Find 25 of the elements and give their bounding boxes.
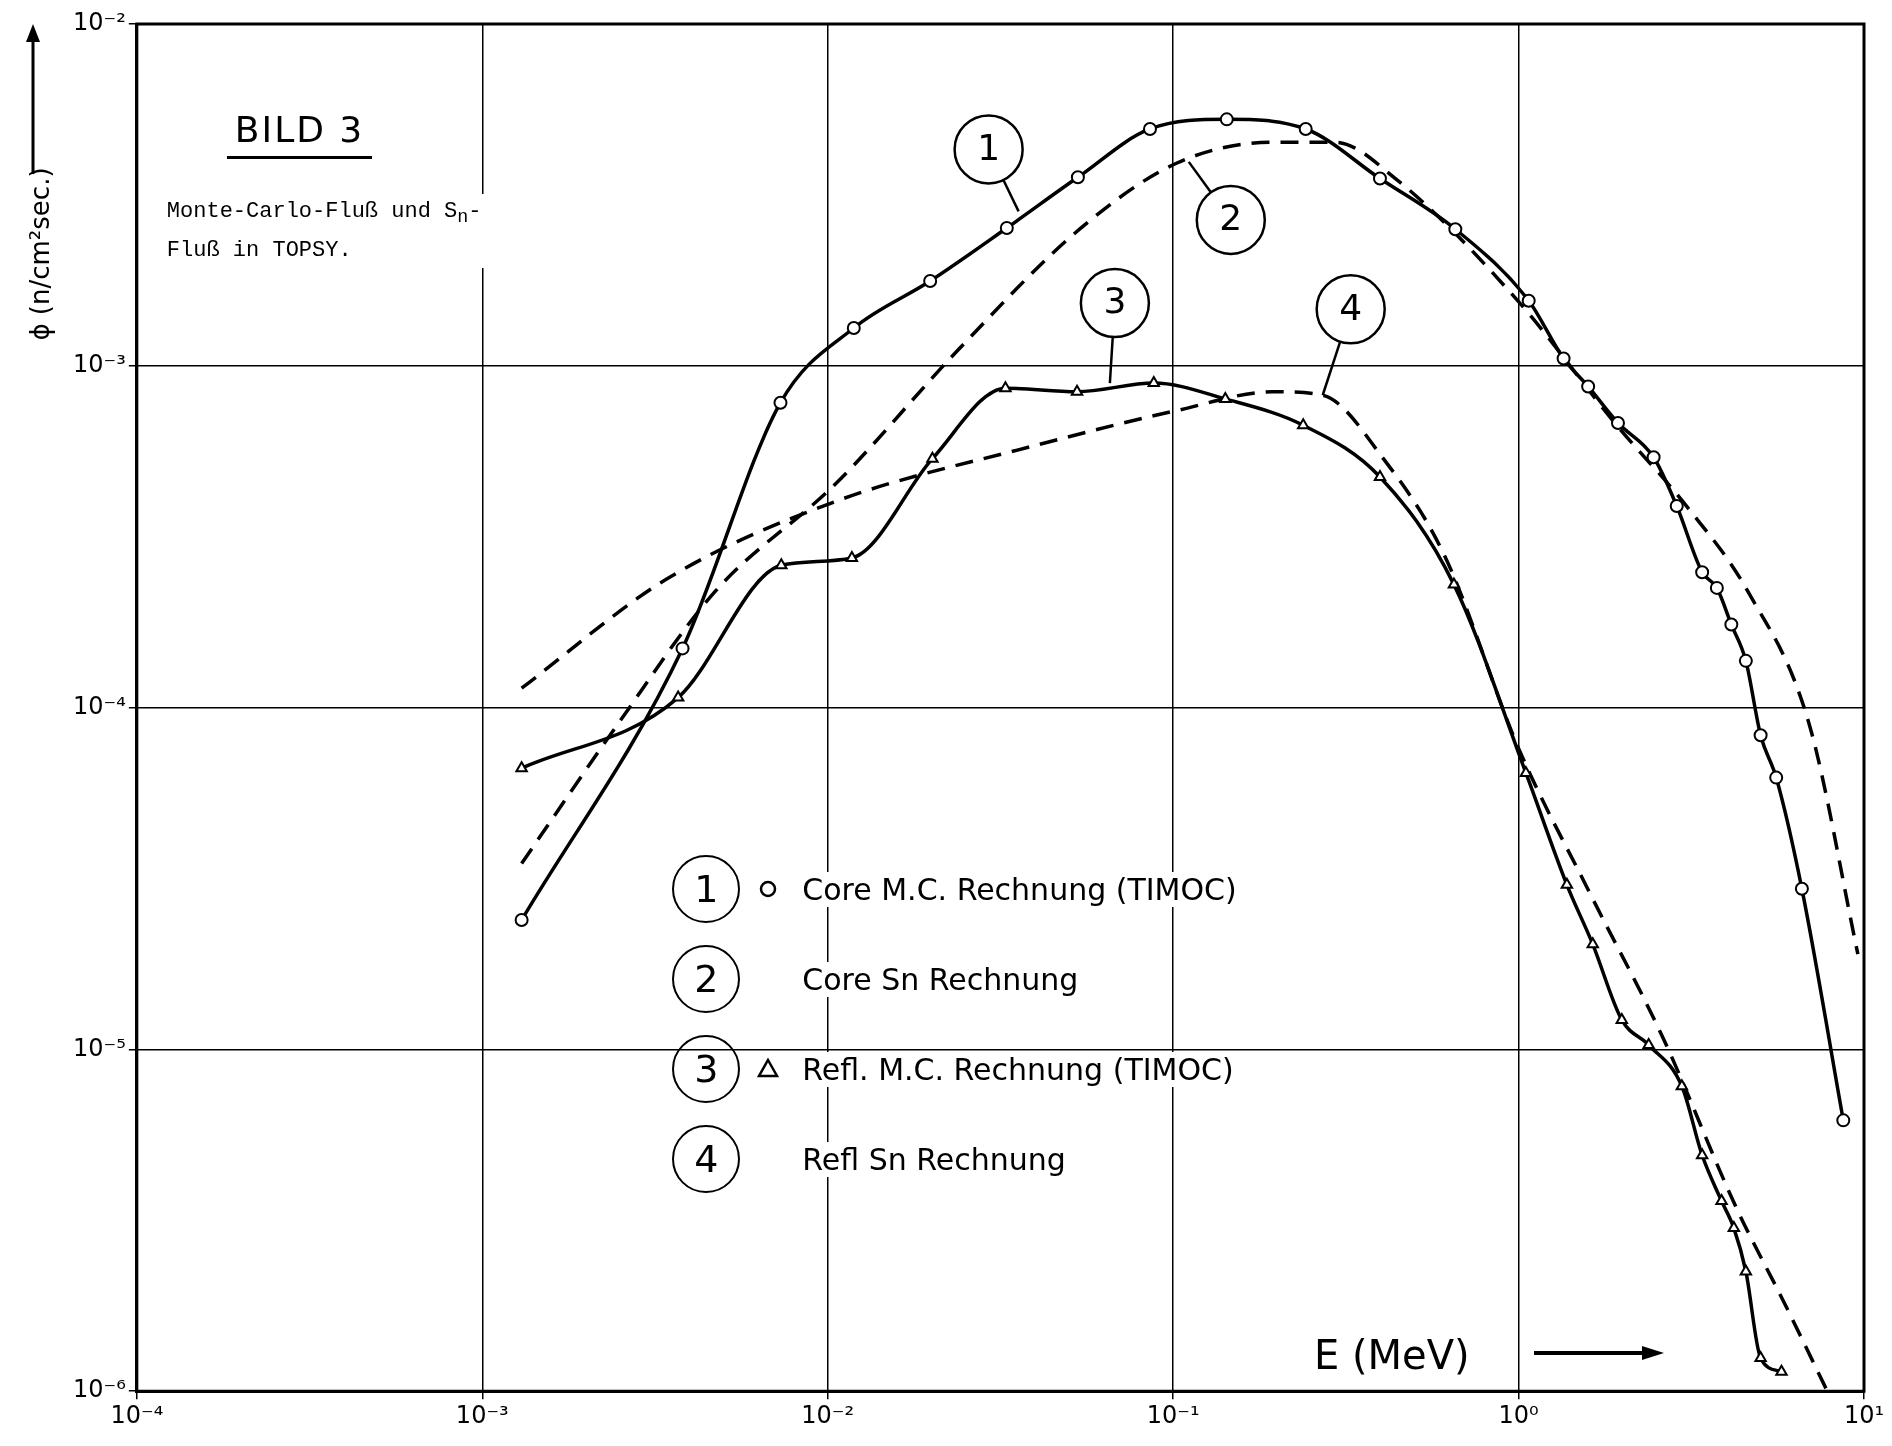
y-axis-title: ϕ (n/cm²sec.) <box>24 167 55 341</box>
legend-label: Core M.C. Rechnung (TIMOC) <box>798 871 1241 907</box>
legend-label: Core Sn Rechnung <box>798 961 1083 997</box>
text: Monte-Carlo-Fluß und S$_{n}$-Fluß in TOPSY. <box>166 199 482 263</box>
text: 4 <box>694 1137 719 1182</box>
legend-label: Refl. M.C. Rechnung (TIMOC) <box>798 1051 1238 1087</box>
x-tick-label: 10⁰ <box>1498 1400 1539 1429</box>
y-tick-label: 10⁻² <box>73 8 126 37</box>
y-tick-label: 10⁻⁴ <box>73 691 126 720</box>
x-tick-label: 10⁻³ <box>455 1400 509 1429</box>
y-tick-label: 10⁻⁵ <box>73 1033 126 1062</box>
x-tick-label: 10⁻¹ <box>1146 1400 1200 1429</box>
annotation: 2 <box>1219 197 1243 239</box>
annotation: 4 <box>1339 286 1363 328</box>
annotation: 1 <box>977 126 1001 168</box>
legend-label: Refl Sn Rechnung <box>798 1141 1070 1177</box>
text: 1 <box>694 867 719 912</box>
text: BILD 3 <box>226 109 373 159</box>
x-axis-title: E (MeV) <box>1314 1332 1470 1379</box>
x-tick-label: 10¹ <box>1843 1400 1885 1429</box>
annotation: 3 <box>1103 280 1127 322</box>
x-tick-label: 10⁻² <box>801 1400 855 1429</box>
text: 3 <box>694 1047 719 1092</box>
y-tick-label: 10⁻³ <box>73 350 126 379</box>
text: 2 <box>694 957 719 1002</box>
